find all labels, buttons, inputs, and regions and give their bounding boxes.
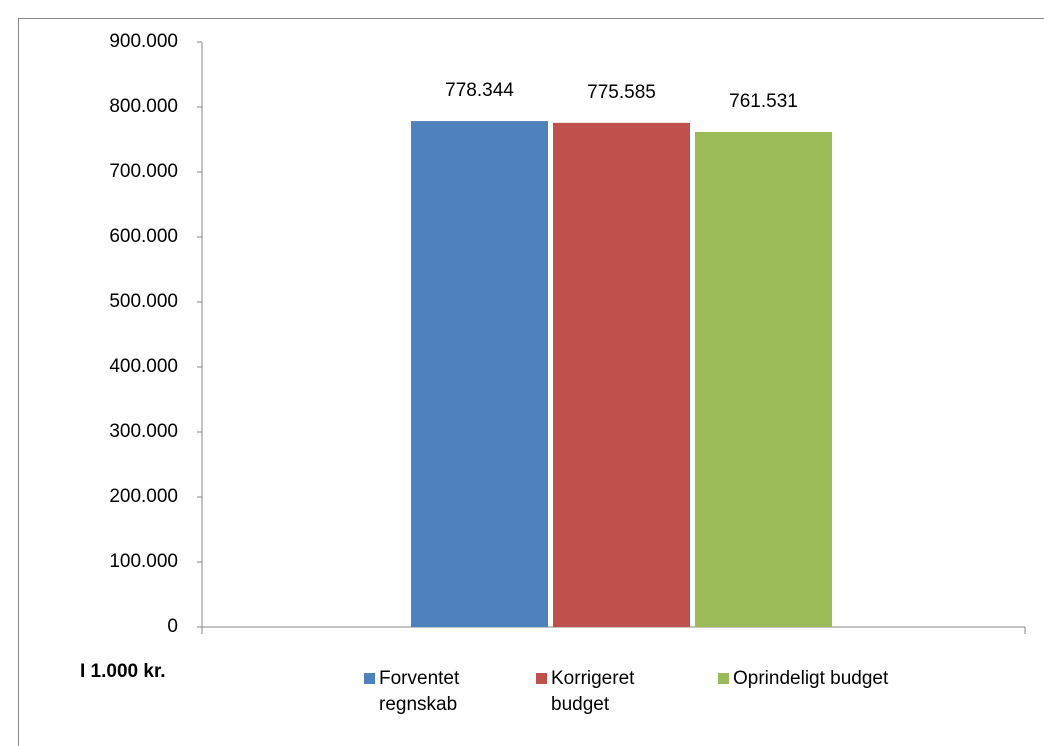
y-tick-label: 100.000: [109, 551, 178, 572]
y-tick-label: 200.000: [109, 486, 178, 507]
bar: [411, 121, 548, 627]
y-tick-label: 500.000: [109, 291, 178, 312]
y-tick-label: 300.000: [109, 421, 178, 442]
legend-item: Korrigeret budget: [536, 666, 666, 718]
data-label: 775.585: [587, 82, 656, 103]
data-label: 778.344: [445, 80, 514, 101]
y-tick-label: 400.000: [109, 356, 178, 377]
data-label: 761.531: [729, 91, 798, 112]
y-tick-label: 0: [167, 616, 178, 637]
legend-label: Korrigeret budget: [551, 668, 635, 715]
legend-item: Oprindeligt budget: [718, 666, 888, 692]
legend-label: Forventet regnskab: [379, 668, 460, 715]
y-tick-label: 900.000: [109, 31, 178, 52]
bar: [695, 132, 832, 627]
y-tick-label: 600.000: [109, 226, 178, 247]
bar: [553, 122, 690, 627]
legend-label: Oprindeligt budget: [733, 668, 889, 689]
y-axis-label: I 1.000 kr.: [80, 661, 166, 682]
y-tick-label: 700.000: [109, 161, 178, 182]
legend-item: Forventet regnskab: [364, 666, 474, 718]
legend-swatch: [536, 673, 547, 684]
y-tick-label: 800.000: [109, 96, 178, 117]
legend-swatch: [718, 673, 729, 684]
chart-border: [18, 18, 1044, 746]
legend-swatch: [364, 673, 375, 684]
